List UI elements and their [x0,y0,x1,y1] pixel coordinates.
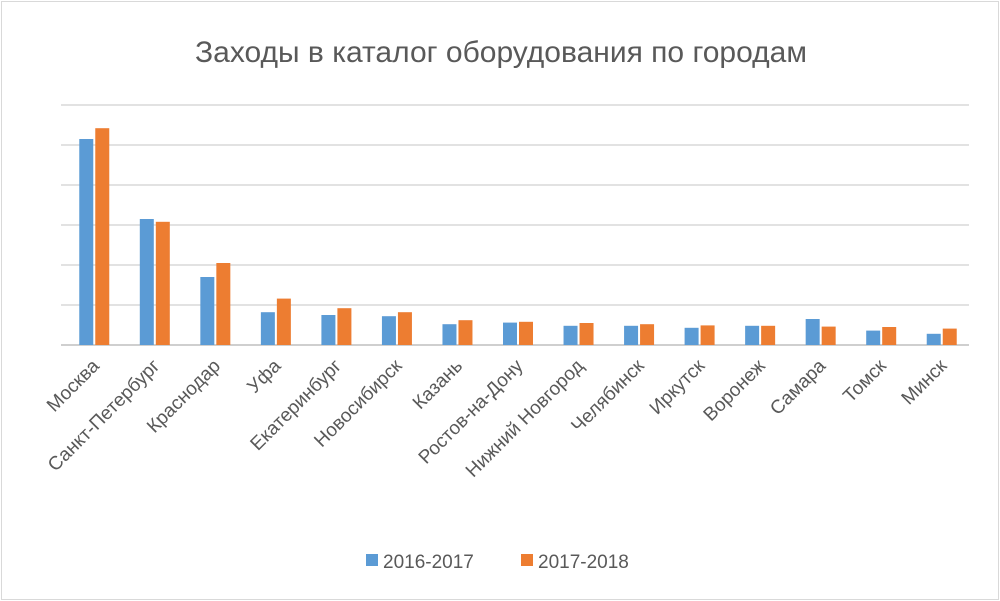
bar-2017-2018-6[interactable] [458,320,473,345]
bar-2016-2017-13[interactable] [866,330,881,345]
legend-label-2017-2018: 2017-2018 [538,552,629,573]
legend-swatch-2017-2018 [521,554,533,566]
bar-2017-2018-13[interactable] [882,327,897,345]
bar-2016-2017-6[interactable] [442,324,457,345]
bar-2017-2018-11[interactable] [761,325,776,345]
legend-swatch-2016-2017 [366,554,378,566]
bar-2017-2018-7[interactable] [519,321,533,345]
bar-2017-2018-10[interactable] [700,325,715,345]
category-label: Самара [766,355,830,419]
bar-2016-2017-7[interactable] [503,322,517,345]
bar-2016-2017-0[interactable] [79,139,94,345]
bar-2016-2017-10[interactable] [684,327,699,345]
legend-label-2016-2017: 2016-2017 [383,552,474,573]
bar-2017-2018-8[interactable] [579,323,594,345]
bar-2017-2018-3[interactable] [276,298,291,345]
category-label: Воронеж [700,355,770,425]
bar-2016-2017-5[interactable] [381,316,396,345]
bar-2016-2017-1[interactable] [139,219,154,345]
category-label: Уфа [243,355,285,397]
bar-2016-2017-14[interactable] [926,333,941,345]
category-label: Казань [409,356,467,414]
bar-2017-2018-4[interactable] [337,308,352,345]
category-label: Нижний Новгород [462,356,588,482]
bar-2016-2017-2[interactable] [200,277,215,345]
bar-2017-2018-2[interactable] [216,263,231,345]
category-label: Томск [839,355,891,407]
category-label: Санкт-Петербург [44,356,164,476]
bar-2017-2018-5[interactable] [397,312,412,345]
bar-2016-2017-8[interactable] [563,325,578,345]
bar-2016-2017-9[interactable] [624,325,639,345]
bar-2016-2017-4[interactable] [321,315,336,345]
gridlines [61,104,969,346]
bar-2016-2017-3[interactable] [260,312,275,345]
category-label: Москва [43,355,104,416]
bar-2017-2018-9[interactable] [640,324,655,345]
bar-2017-2018-0[interactable] [95,128,110,345]
bars [79,128,957,345]
category-label: Минск [898,355,952,409]
bar-2017-2018-1[interactable] [155,221,170,345]
category-label: Ростов-на-Дону [415,355,528,468]
bar-2016-2017-12[interactable] [805,319,820,345]
chart-title: Заходы в каталог оборудования по городам [195,36,807,69]
legend[interactable]: 2016-2017 2017-2018 [366,552,629,573]
bar-2017-2018-12[interactable] [821,326,836,345]
bar-2016-2017-11[interactable] [745,325,760,345]
bar-2017-2018-14[interactable] [942,328,957,345]
